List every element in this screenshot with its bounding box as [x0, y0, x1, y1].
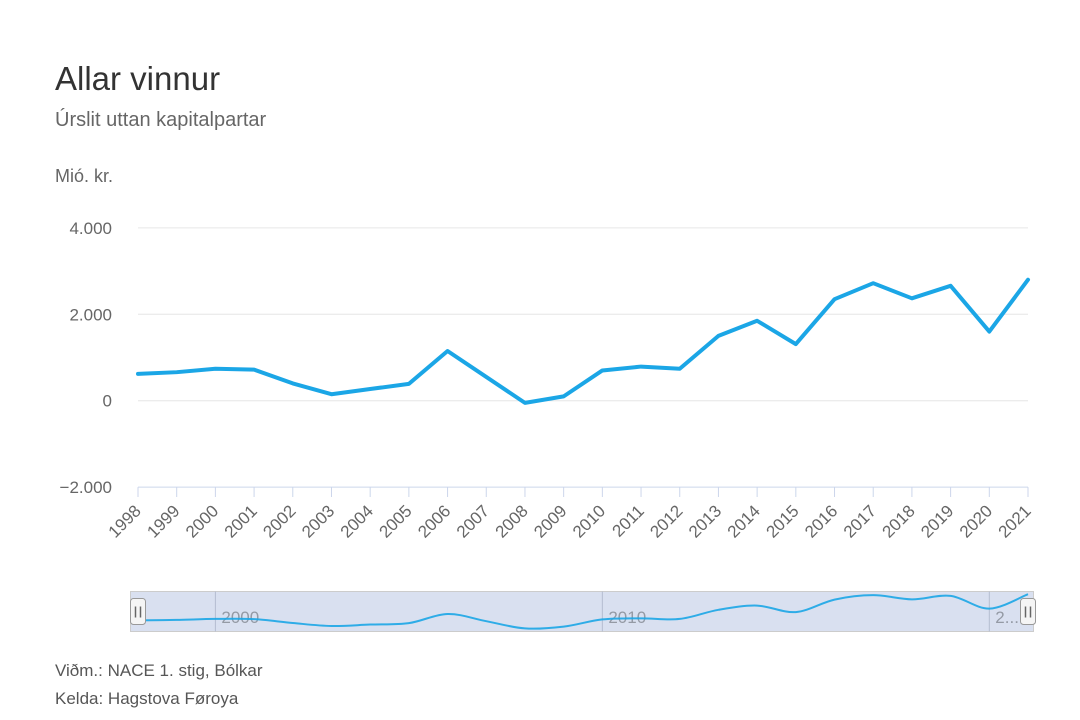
x-axis-label: 2021 [995, 501, 1035, 541]
x-axis-label: 2009 [530, 501, 570, 541]
y-axis-label: 4.000 [69, 219, 112, 238]
caption-reference: Viðm.: NACE 1. stig, Bólkar [55, 661, 263, 680]
navigator-handle-right-grip[interactable] [1020, 598, 1036, 625]
x-axis-label: 2007 [453, 501, 493, 541]
x-axis-label: 2012 [646, 501, 686, 541]
navigator-handle-left[interactable] [130, 598, 146, 625]
chart-subtitle: Úrslit uttan kapitalpartar [55, 109, 267, 131]
x-axis-label: 2010 [569, 501, 609, 541]
navigator-axis-label: 2... [995, 608, 1019, 627]
navigator-axis-label: 2000 [221, 608, 259, 627]
x-axis-label: 2018 [879, 501, 919, 541]
series-line[interactable] [136, 277, 1030, 405]
x-axis-label: 2006 [414, 501, 454, 541]
x-axis-label: 2008 [492, 501, 532, 541]
navigator-handle-right[interactable] [1020, 598, 1036, 625]
x-axis-label: 2015 [762, 501, 802, 541]
x-axis-label: 2017 [840, 501, 880, 541]
x-axis-label: 1998 [105, 501, 145, 541]
navigator-handle-left-grip[interactable] [130, 598, 146, 625]
x-axis-label: 2013 [685, 501, 725, 541]
x-axis-label: 2011 [609, 501, 648, 540]
y-axis-label: −2.000 [60, 478, 112, 497]
x-axis-label: 2002 [259, 501, 299, 541]
y-axis-label: 2.000 [69, 305, 112, 324]
x-axis-label: 2003 [298, 501, 338, 541]
x-axis-label: 2004 [337, 501, 377, 541]
chart-caption: Viðm.: NACE 1. stig, Bólkar Kelda: Hagst… [55, 657, 263, 713]
y-axis-title: Mió. kr. [55, 166, 114, 186]
chart-title: Allar vinnur [55, 60, 221, 97]
x-axis-label: 2014 [724, 501, 764, 541]
x-axis-label: 1999 [143, 501, 183, 541]
x-axis-label: 2016 [801, 501, 841, 541]
x-axis-label: 2001 [221, 501, 261, 541]
x-axis-label: 2019 [917, 501, 957, 541]
x-axis-label: 2005 [376, 501, 416, 541]
navigator-series-line [137, 593, 1029, 630]
y-axis-label: 0 [103, 392, 112, 411]
x-axis-label: 2020 [956, 501, 996, 541]
caption-source: Kelda: Hagstova Føroya [55, 689, 239, 708]
x-axis-label: 2000 [182, 501, 222, 541]
